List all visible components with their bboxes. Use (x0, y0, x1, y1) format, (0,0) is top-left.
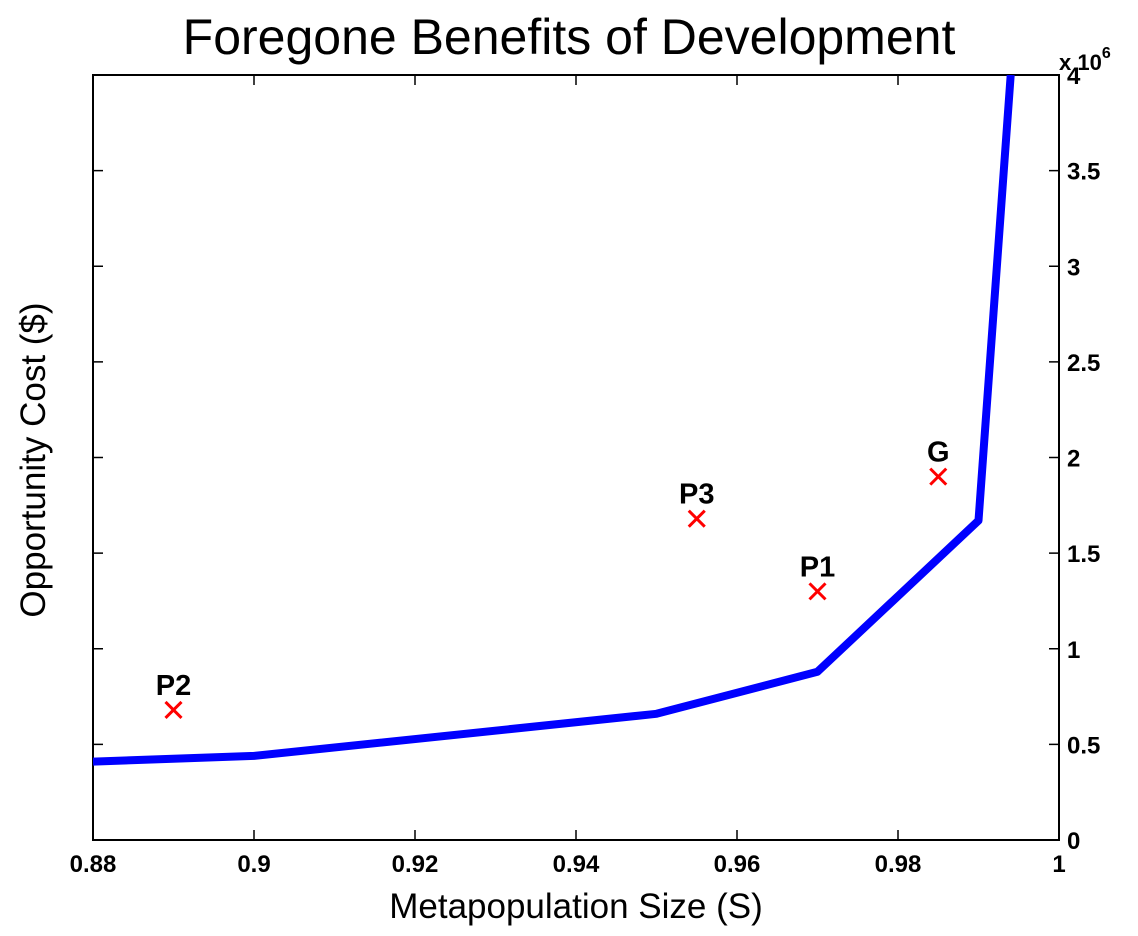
point-label-p3: P3 (679, 479, 714, 511)
x-tick-label: 0.96 (714, 851, 761, 878)
y-tick-label: 1.5 (1067, 541, 1100, 568)
point-marker-p3 (687, 509, 706, 528)
x-tick-label: 0.94 (553, 851, 600, 878)
x-tick-label: 0.9 (237, 851, 270, 878)
y-exponent-power: 6 (1102, 45, 1111, 62)
point-marker-p1 (808, 582, 827, 601)
x-tick-label: 1 (1052, 851, 1065, 878)
x-axis-label: Metapopulation Size (S) (389, 887, 763, 926)
plot-area (93, 75, 1015, 766)
y-axis-label: Opportunity Cost ($) (14, 302, 53, 617)
y-tick-label: 3.5 (1067, 159, 1100, 186)
y-tick-label: 4 (1067, 63, 1081, 90)
point-label-g: G (927, 437, 950, 469)
x-tick-label: 0.98 (875, 851, 922, 878)
y-tick-label: 2.5 (1067, 350, 1100, 377)
point-marker-p2 (164, 700, 183, 720)
x-marker-stroke (164, 700, 183, 720)
x-marker-stroke (929, 467, 948, 486)
x-marker-stroke (687, 509, 706, 528)
y-axis-exponent-label: x 106 (1059, 45, 1111, 75)
y-tick-label: 2 (1067, 446, 1080, 473)
point-label-p2: P2 (156, 670, 191, 702)
y-tick-label: 0 (1067, 828, 1080, 855)
chart-title: Foregone Benefits of Development (183, 9, 956, 65)
point-label-p1: P1 (800, 551, 835, 583)
series-line-0 (93, 75, 1015, 766)
marked-points: P2 P3 P1 G (156, 437, 950, 720)
y-tick-label: 1 (1067, 637, 1080, 664)
y-tick-label: 0.5 (1067, 732, 1100, 759)
x-tick-label: 0.88 (70, 851, 117, 878)
point-marker-g (929, 467, 948, 486)
x-marker-stroke (808, 582, 827, 601)
y-exponent-base: x 10 (1059, 50, 1102, 75)
y-axis-ticks: 0 0.5 1 1.5 2 2.5 3 3.5 4 (93, 63, 1100, 855)
x-tick-label: 0.92 (392, 851, 439, 878)
x-axis-ticks: 0.88 0.9 0.92 0.94 0.96 0.98 1 (70, 75, 1066, 878)
y-tick-label: 3 (1067, 254, 1080, 281)
